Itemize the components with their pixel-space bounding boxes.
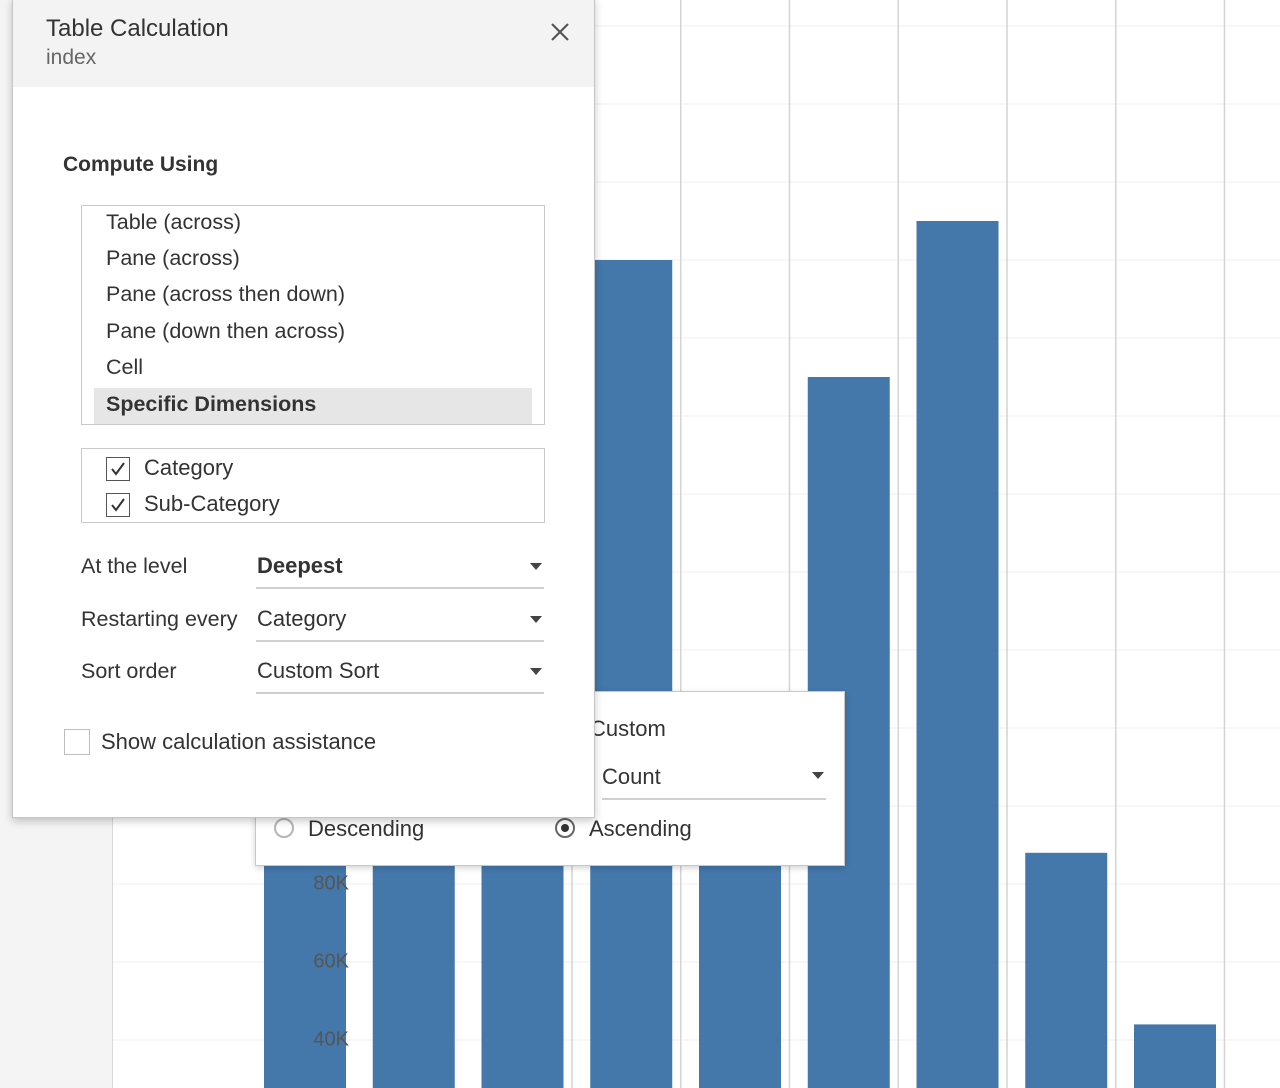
bar[interactable] <box>590 260 673 1088</box>
chart-area: 80K 60K 40K <box>112 0 1280 1088</box>
sort-descending-label: Descending <box>308 816 425 841</box>
compute-option-cell[interactable]: Cell <box>94 351 532 387</box>
bar[interactable] <box>1025 852 1108 1088</box>
close-button[interactable] <box>545 17 575 47</box>
sort-field-value: Count <box>602 764 661 789</box>
bar[interactable] <box>1134 1024 1216 1088</box>
radio-unselected-icon <box>274 818 294 838</box>
bar[interactable] <box>916 221 999 1088</box>
dialog-header: Table Calculation index <box>13 0 594 87</box>
option-label: Pane (across) <box>106 246 240 270</box>
sort-order-value: Custom Sort <box>257 658 380 683</box>
y-axis: 80K 60K 40K <box>113 0 349 1088</box>
option-label: Specific Dimensions <box>106 392 317 416</box>
option-label: Pane (across then down) <box>106 282 346 306</box>
radio-selected-icon <box>555 818 575 838</box>
table-calculation-dialog: Table Calculation index Compute Using Ta… <box>12 0 595 818</box>
sort-custom-label: Custom <box>590 716 666 741</box>
chevron-down-icon <box>530 616 542 623</box>
chevron-down-icon <box>530 563 542 570</box>
sort-order-label: Sort order <box>81 659 177 683</box>
compute-option-pane-across[interactable]: Pane (across) <box>94 242 532 278</box>
close-icon <box>551 23 569 41</box>
option-label: Cell <box>106 355 144 379</box>
chevron-down-icon <box>812 772 824 779</box>
dimensions-list: Category Sub-Category <box>81 448 545 523</box>
sort-ascending-label: Ascending <box>589 816 692 841</box>
option-label: Table (across) <box>106 210 242 234</box>
checkbox-checked-icon <box>106 457 130 481</box>
at-the-level-dropdown[interactable]: Deepest <box>256 549 544 589</box>
compute-option-table-across[interactable]: Table (across) <box>94 206 532 242</box>
option-label: Pane (down then across) <box>106 319 346 343</box>
restarting-every-label: Restarting every <box>81 607 238 631</box>
dimension-label: Sub-Category <box>144 491 280 516</box>
at-the-level-label: At the level <box>81 554 188 578</box>
y-tick-label: 80K <box>313 872 349 895</box>
checkbox-unchecked-icon <box>64 729 90 755</box>
compute-option-pane-down-then-across[interactable]: Pane (down then across) <box>94 315 532 351</box>
compute-option-pane-across-then-down[interactable]: Pane (across then down) <box>94 278 532 314</box>
compute-using-heading: Compute Using <box>63 153 219 176</box>
dialog-subtitle: index <box>46 46 97 69</box>
sort-field-dropdown[interactable]: Count <box>602 758 826 800</box>
sort-order-dropdown[interactable]: Custom Sort <box>256 654 544 694</box>
restarting-every-dropdown[interactable]: Category <box>256 602 544 642</box>
restarting-every-value: Category <box>257 606 347 631</box>
chevron-down-icon <box>530 668 542 675</box>
show-calculation-assistance-label: Show calculation assistance <box>101 729 377 754</box>
checkbox-checked-icon <box>106 493 130 517</box>
dimension-label: Category <box>144 455 234 480</box>
y-tick-label: 60K <box>313 950 349 973</box>
dialog-title: Table Calculation <box>46 15 229 42</box>
compute-option-specific-dimensions[interactable]: Specific Dimensions <box>94 388 532 424</box>
compute-using-list: Table (across) Pane (across) Pane (acros… <box>81 205 545 425</box>
y-tick-label: 40K <box>313 1028 349 1051</box>
at-the-level-value: Deepest <box>257 553 343 578</box>
